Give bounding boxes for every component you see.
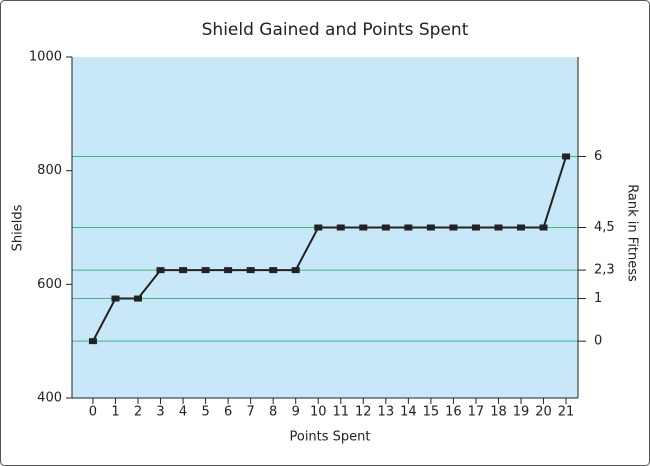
x-tick-label: 14	[400, 405, 417, 420]
x-tick-label: 15	[423, 405, 440, 420]
x-tick-label: 12	[355, 405, 372, 420]
data-point	[449, 224, 458, 231]
x-tick-label: 17	[468, 405, 485, 420]
x-tick-label: 1	[111, 405, 119, 420]
y-tick-label: 600	[37, 277, 62, 292]
y-axis-label: Shields	[11, 204, 26, 251]
data-point	[88, 338, 97, 345]
y2-tick-label: 2,3	[594, 263, 615, 278]
y-tick-label: 1000	[29, 50, 62, 65]
x-tick-label: 16	[445, 405, 462, 420]
x-tick-label: 11	[332, 405, 349, 420]
x-tick-label: 20	[535, 405, 552, 420]
data-point	[562, 153, 571, 160]
x-tick-label: 4	[179, 405, 187, 420]
y2-tick-label: 0	[594, 334, 602, 349]
x-tick-label: 19	[513, 405, 530, 420]
x-tick-label: 21	[558, 405, 575, 420]
x-tick-label: 2	[134, 405, 142, 420]
x-tick-label: 13	[378, 405, 395, 420]
data-point	[111, 295, 120, 302]
y-tick-label: 400	[37, 391, 62, 406]
data-point	[471, 224, 480, 231]
data-point	[246, 267, 255, 274]
x-tick-label: 10	[310, 405, 327, 420]
y2-tick-label: 6	[594, 149, 602, 164]
data-point	[539, 224, 548, 231]
data-point	[201, 267, 210, 274]
x-tick-label: 5	[201, 405, 209, 420]
data-point	[291, 267, 300, 274]
x-axis-label: Points Spent	[289, 430, 370, 445]
x-tick-label: 18	[490, 405, 507, 420]
data-point	[404, 224, 413, 231]
data-point	[359, 224, 368, 231]
x-tick-label: 9	[292, 405, 300, 420]
x-tick-label: 8	[269, 405, 277, 420]
data-point	[517, 224, 526, 231]
y2-tick-label: 4,5	[594, 220, 615, 235]
x-tick-label: 6	[224, 405, 232, 420]
data-point	[269, 267, 278, 274]
data-point	[381, 224, 390, 231]
x-tick-label: 7	[247, 405, 255, 420]
x-tick-label: 3	[156, 405, 164, 420]
data-point	[156, 267, 165, 274]
chart-title: Shield Gained and Points Spent	[202, 20, 469, 40]
data-point	[494, 224, 503, 231]
y2-axis-label: Rank in Fitness	[625, 184, 640, 282]
data-point	[314, 224, 323, 231]
data-point	[426, 224, 435, 231]
data-line	[92, 156, 568, 342]
y-tick-label: 800	[37, 163, 62, 178]
data-point	[336, 224, 345, 231]
y2-tick-label: 1	[594, 291, 602, 306]
data-point	[179, 267, 188, 274]
x-tick-label: 0	[89, 405, 97, 420]
data-point	[134, 295, 143, 302]
data-point	[224, 267, 233, 274]
